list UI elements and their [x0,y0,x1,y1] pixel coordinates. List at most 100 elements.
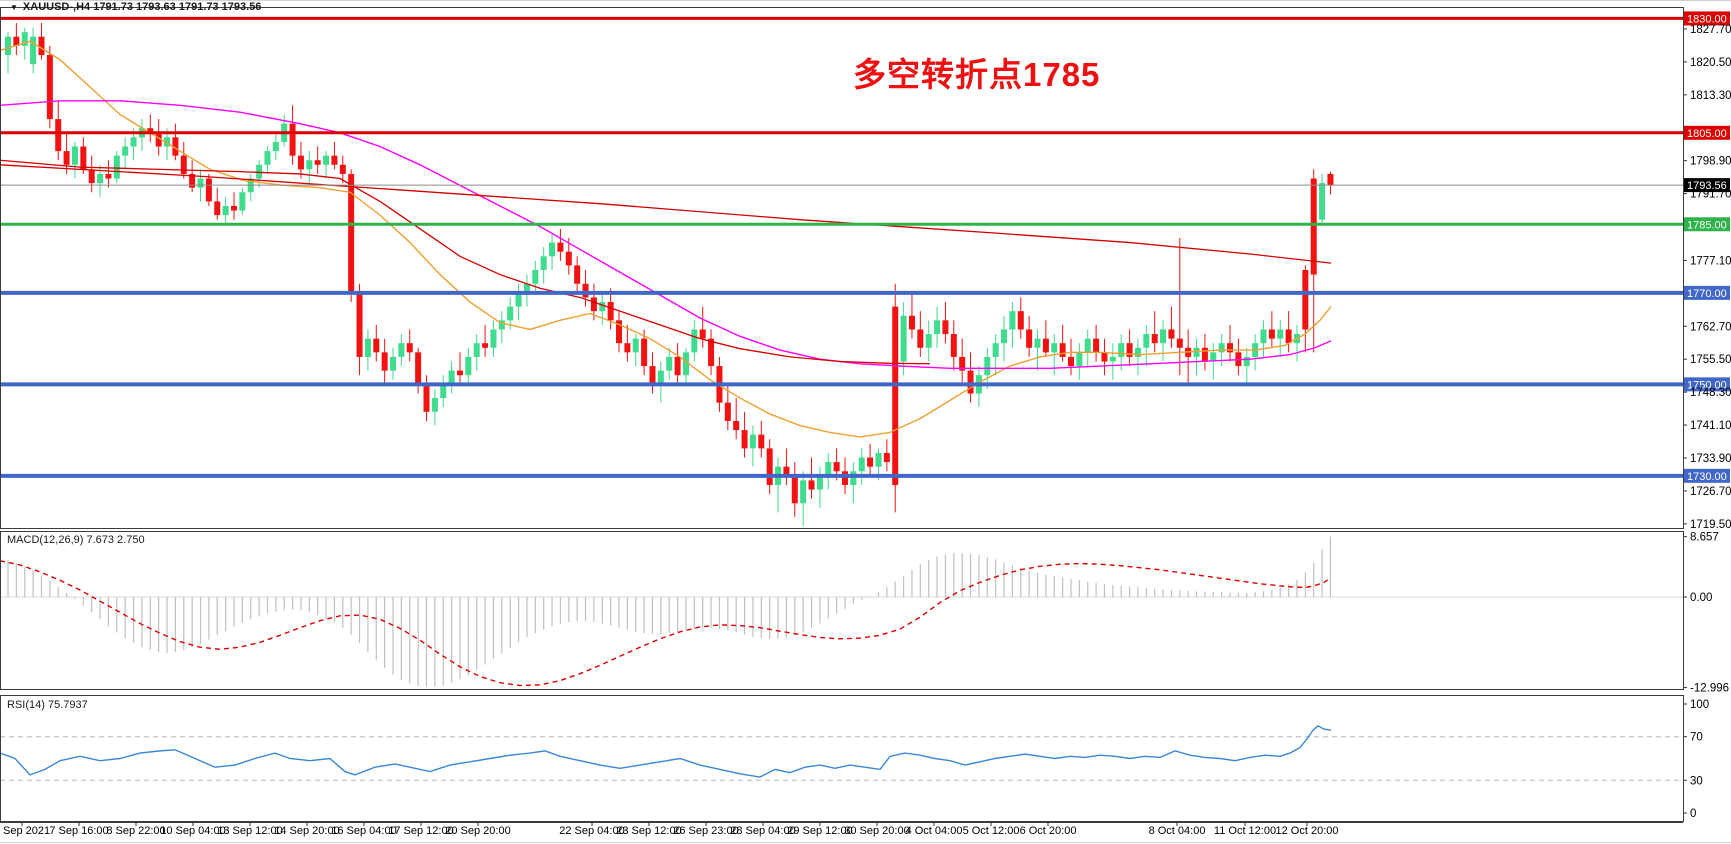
candle [632,338,639,353]
candle [1009,311,1016,330]
date-axis-label: 8 Sep 22:00 [106,825,165,837]
candle [908,315,915,330]
price-tick-label: 1748.30 [1690,387,1731,399]
candle [1218,343,1225,353]
rsi-axis-label: 100 [1690,699,1709,711]
candle [164,137,171,147]
candle [222,205,229,216]
candle [942,320,949,335]
candle [607,302,614,321]
price-level-badge-text: 1805.00 [1687,128,1727,140]
candle [850,471,857,485]
candle [1310,178,1317,275]
candle [180,155,187,174]
candle [1118,343,1125,357]
candle [883,452,890,463]
candle [147,128,154,133]
candle [574,265,581,284]
price-level-badge-text: 1770.00 [1687,288,1727,300]
candle [1319,183,1326,220]
macd-axis-label: 8.657 [1690,532,1719,544]
candle [657,370,664,385]
price-axis[interactable]: 1830.00 1805.00 1785.00 1770.00 1750.00 1730.… [1683,11,1731,820]
price-level-badge-bg [1684,285,1730,300]
candle [448,370,455,385]
symbol-dropdown-icon[interactable]: ▼ [10,2,18,12]
candle [415,352,422,385]
date-axis-label: 23 Sep 12:00 [616,825,681,837]
candle [959,356,966,371]
price-tick-label: 1733.90 [1690,453,1731,465]
candle [30,36,37,65]
macd-signal-line [0,560,1332,687]
date-axis-label: 10 Sep 04:00 [160,825,225,837]
candle [498,320,505,330]
candle [1026,329,1033,348]
candle [724,402,731,421]
candle [1017,311,1024,330]
price-tick-label: 1777.10 [1690,255,1731,267]
price-level-badge-text: 1750.00 [1687,379,1727,391]
candle [122,146,129,156]
annotation-text[interactable]: 多空转折点1785 [853,56,1101,93]
candle [5,36,11,56]
candle [875,452,882,467]
candle [590,297,597,312]
candle [38,36,45,56]
candle [456,370,463,376]
candle [892,306,899,485]
candle [205,178,212,202]
price-tick-label: 1762.70 [1690,321,1731,333]
candle [1268,329,1275,339]
candle [80,146,87,170]
candle [616,320,623,344]
candle [1134,347,1141,357]
price-level-badge: 1750.00 [1684,377,1730,392]
date-axis-label: 11 Oct 12:00 [1214,825,1276,837]
candle [934,320,941,335]
candle [992,343,999,357]
candle [741,430,748,449]
candle [816,475,823,490]
candle [1260,329,1267,344]
candle [214,201,221,216]
candle [46,55,53,120]
candle [473,343,480,357]
candle [1227,343,1234,353]
price-level-badge-text: 1730.00 [1687,471,1727,483]
candle [858,457,865,472]
candle [967,370,974,394]
macd-indicator-label: MACD(12,26,9) 7.673 2.750 [7,534,145,546]
date-axis-label: 5 Oct 12:00 [963,825,1020,837]
ma-mid-red [0,159,931,365]
candle [465,356,472,376]
macd-panel[interactable] [0,531,1684,690]
main-chart-border [0,7,1684,529]
price-tick-label: 1798.90 [1690,156,1731,168]
candle [691,329,698,353]
candle [406,343,413,353]
candle [113,155,120,179]
main-chart-panel[interactable] [0,7,1684,529]
candle [490,329,497,348]
candle [239,192,246,211]
price-level-badge-bg [1684,217,1730,232]
date-axis-label: 16 Sep 04:00 [331,825,396,837]
candle [373,338,380,353]
rsi-panel[interactable] [0,695,1684,822]
candle [833,462,840,472]
candle [55,119,62,152]
rsi-panel-border [0,695,1684,822]
candle [314,160,321,165]
symbol-ohlc-text: XAUUSD-,H4 1791.73 1793.63 1791.73 1793.… [22,1,262,13]
candle [1001,329,1008,344]
price-level-badge: 1785.00 [1684,217,1730,232]
candle [1327,173,1334,186]
candle [297,155,304,170]
candle [825,462,832,476]
candle [649,366,656,385]
candle [666,356,673,371]
candle [197,178,204,188]
